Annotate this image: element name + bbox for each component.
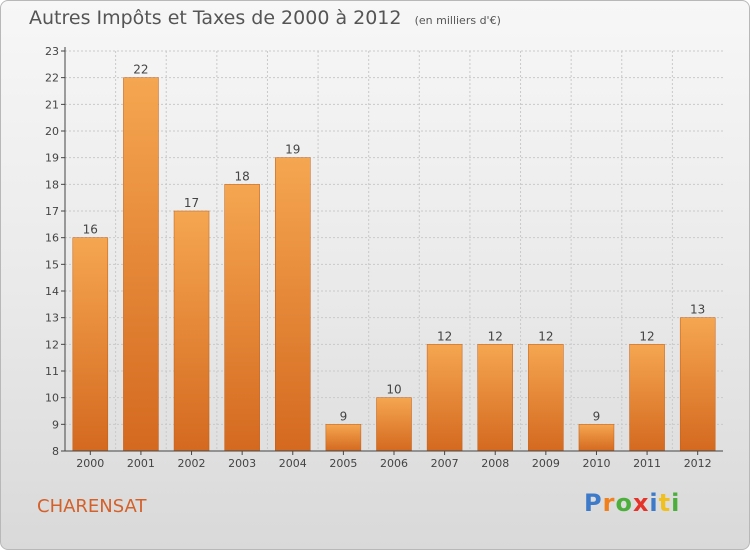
x-tick-label-2007: 2007	[431, 457, 459, 470]
data-label-2002: 17	[184, 196, 199, 210]
bar-2012	[679, 317, 716, 452]
bar-2009	[528, 344, 564, 452]
x-tick-label-2005: 2005	[329, 457, 357, 470]
y-tick-label: 18	[45, 178, 59, 191]
data-labels: 16 22 17 18 19 9 10 12 12 12 9 12 13	[83, 63, 706, 424]
bar-2003	[224, 184, 260, 452]
x-tick-label-2009: 2009	[532, 457, 560, 470]
chart-title-block: Autres Impôts et Taxes de 2000 à 2012 (e…	[29, 7, 501, 29]
x-tick-label-2001: 2001	[127, 457, 155, 470]
data-label-2010: 9	[593, 409, 601, 423]
bar-2005	[325, 424, 362, 452]
x-tick-label-2010: 2010	[582, 457, 610, 470]
grid-lines	[65, 50, 723, 451]
data-label-2009: 12	[538, 329, 553, 343]
x-tick-label-2006: 2006	[380, 457, 408, 470]
x-tick-label-2008: 2008	[481, 457, 509, 470]
axes: 8 9 10 11 12 13 14 15 16 17 18 19 20 21 22 23 2000 2001 20…	[45, 45, 723, 470]
data-label-2012: 13	[690, 303, 705, 317]
bar-2011	[629, 344, 665, 452]
chart-unit: (en milliers d'€)	[414, 14, 501, 27]
y-tick-label: 15	[45, 258, 59, 271]
y-tick-label: 20	[45, 125, 59, 138]
bar-2000	[72, 237, 109, 452]
data-label-2008: 12	[488, 329, 503, 343]
logo-letter: i	[671, 489, 681, 517]
data-label-2006: 10	[386, 383, 401, 397]
bar-2006	[376, 397, 412, 452]
logo-letter: r	[602, 489, 616, 517]
bars	[72, 77, 716, 452]
y-tick-label: 22	[45, 72, 59, 85]
data-label-2001: 22	[133, 63, 148, 77]
y-tick-label: 21	[45, 98, 59, 111]
y-tick-label: 16	[45, 232, 59, 245]
x-tick-label-2002: 2002	[178, 457, 206, 470]
x-tick-label-2003: 2003	[228, 457, 256, 470]
x-tick-label-2000: 2000	[76, 457, 104, 470]
bar-2010	[578, 424, 615, 452]
y-tick-label: 8	[52, 445, 59, 458]
data-label-2011: 12	[639, 329, 654, 343]
y-tick-label: 23	[45, 45, 59, 58]
bar-2007	[426, 344, 463, 452]
logo-letter: x	[632, 489, 650, 517]
x-tick-label-2012: 2012	[684, 457, 712, 470]
data-label-2004: 19	[285, 143, 300, 157]
proxiti-logo: Proxiti	[584, 489, 680, 517]
commune-name: CHARENSAT	[37, 496, 147, 517]
bar-2008	[477, 344, 513, 452]
chart-title: Autres Impôts et Taxes de 2000 à 2012	[29, 7, 402, 29]
logo-letter: i	[649, 489, 659, 517]
data-label-2005: 9	[340, 409, 348, 423]
data-label-2007: 12	[437, 329, 452, 343]
logo-letter: o	[615, 489, 633, 517]
x-tick-label-2011: 2011	[633, 457, 661, 470]
y-tick-label: 17	[45, 205, 59, 218]
logo-letter: t	[658, 489, 672, 517]
y-tick-label: 14	[45, 285, 59, 298]
data-label-2000: 16	[83, 223, 98, 237]
bar-2002	[173, 210, 210, 452]
data-label-2003: 18	[235, 169, 250, 183]
y-tick-label: 19	[45, 152, 59, 165]
y-tick-label: 13	[45, 312, 59, 325]
bar-2004	[275, 157, 311, 452]
y-tick-label: 10	[45, 392, 59, 405]
y-tick-label: 12	[45, 338, 59, 351]
y-tick-label: 9	[52, 418, 59, 431]
y-tick-label: 11	[45, 365, 59, 378]
x-tick-label-2004: 2004	[279, 457, 307, 470]
bar-2001	[123, 77, 159, 452]
logo-letter: P	[584, 489, 603, 517]
